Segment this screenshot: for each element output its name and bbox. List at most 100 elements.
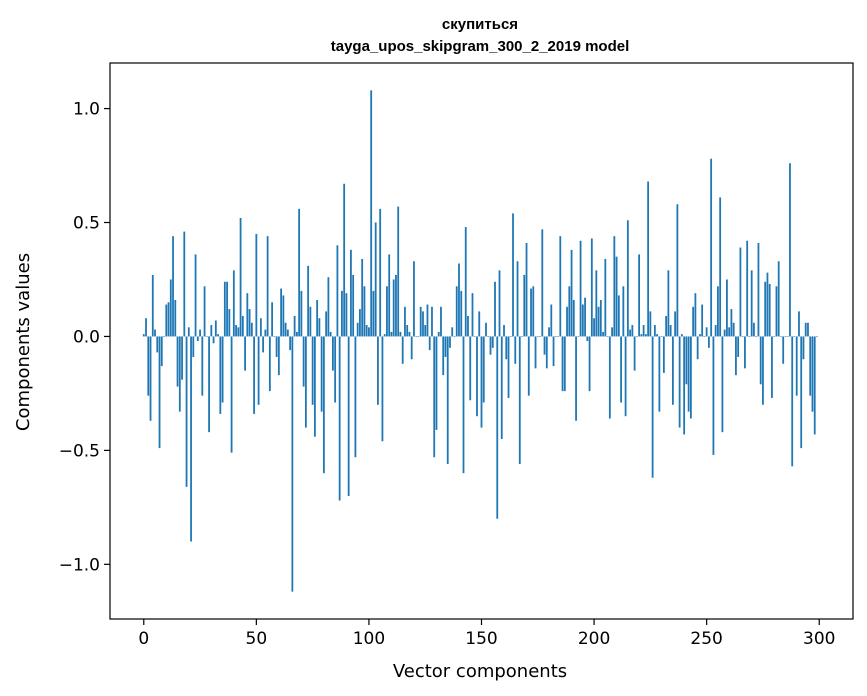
bar-24 bbox=[196, 336, 199, 341]
bar-169 bbox=[523, 274, 526, 337]
bar-43 bbox=[239, 217, 242, 337]
bar-294 bbox=[804, 322, 807, 337]
x-tick-label-250: 250 bbox=[690, 629, 722, 649]
bar-222 bbox=[642, 325, 645, 337]
bar-298 bbox=[813, 336, 816, 435]
bar-248 bbox=[701, 304, 704, 337]
bar-64 bbox=[286, 329, 289, 337]
bar-186 bbox=[561, 336, 564, 392]
bar-215 bbox=[626, 220, 629, 337]
bar-2 bbox=[147, 336, 150, 396]
bar-107 bbox=[383, 334, 386, 337]
bar-125 bbox=[424, 325, 427, 337]
bar-23 bbox=[194, 254, 197, 337]
bar-205 bbox=[604, 258, 607, 337]
bar-226 bbox=[651, 336, 654, 478]
bar-89 bbox=[343, 183, 346, 337]
bar-154 bbox=[489, 336, 492, 355]
bar-190 bbox=[570, 249, 573, 337]
bar-44 bbox=[241, 315, 244, 337]
bar-148 bbox=[476, 336, 478, 417]
bar-291 bbox=[798, 311, 800, 337]
bar-173 bbox=[532, 286, 535, 337]
bar-131 bbox=[437, 331, 440, 337]
x-tick-label-100: 100 bbox=[353, 629, 385, 649]
bar-269 bbox=[748, 336, 751, 338]
bar-167 bbox=[518, 336, 521, 465]
bar-242 bbox=[687, 336, 690, 412]
bar-78 bbox=[318, 318, 321, 337]
bar-256 bbox=[719, 197, 722, 337]
bar-65 bbox=[289, 336, 292, 351]
bar-267 bbox=[744, 336, 746, 369]
bar-233 bbox=[667, 270, 670, 337]
bar-276 bbox=[764, 281, 767, 337]
bar-168 bbox=[521, 336, 523, 338]
bar-82 bbox=[327, 277, 330, 337]
bar-134 bbox=[444, 336, 447, 357]
bar-116 bbox=[404, 306, 406, 337]
bar-241 bbox=[685, 336, 688, 385]
bar-73 bbox=[307, 265, 310, 337]
bar-51 bbox=[257, 336, 260, 405]
bar-152 bbox=[485, 322, 487, 337]
bar-87 bbox=[338, 336, 341, 501]
bar-296 bbox=[809, 336, 812, 396]
bar-201 bbox=[595, 270, 598, 337]
bar-92 bbox=[350, 249, 352, 337]
bar-71 bbox=[302, 336, 305, 387]
bar-25 bbox=[199, 329, 201, 337]
bar-236 bbox=[674, 311, 677, 337]
bar-212 bbox=[620, 336, 622, 403]
bar-1 bbox=[145, 318, 147, 337]
bar-204 bbox=[602, 331, 604, 337]
bar-50 bbox=[255, 233, 258, 337]
bar-79 bbox=[320, 336, 323, 412]
bar-261 bbox=[730, 309, 733, 337]
bar-54 bbox=[264, 329, 267, 337]
bar-176 bbox=[539, 336, 541, 338]
bar-93 bbox=[352, 274, 355, 337]
bar-38 bbox=[228, 309, 231, 337]
y-axis-ticks: −1.0 −0.5 0.0 0.5 1.0 bbox=[59, 100, 110, 575]
bar-274 bbox=[759, 336, 762, 385]
bar-67 bbox=[293, 315, 296, 337]
bar-0 bbox=[142, 334, 145, 337]
bar-163 bbox=[509, 336, 512, 338]
bar-246 bbox=[696, 336, 699, 360]
bar-9 bbox=[163, 336, 165, 338]
bar-133 bbox=[442, 336, 445, 376]
bar-210 bbox=[615, 256, 618, 337]
bar-234 bbox=[669, 325, 672, 337]
bar-120 bbox=[413, 261, 415, 337]
bar-271 bbox=[753, 322, 755, 337]
bar-17 bbox=[181, 336, 183, 380]
bar-58 bbox=[273, 336, 276, 338]
bar-83 bbox=[329, 331, 332, 337]
bar-98 bbox=[363, 286, 366, 337]
bar-145 bbox=[469, 336, 472, 401]
bar-240 bbox=[683, 336, 686, 435]
bar-174 bbox=[534, 336, 537, 369]
bar-287 bbox=[789, 163, 791, 337]
bar-28 bbox=[205, 336, 208, 338]
bar-213 bbox=[622, 286, 625, 337]
bar-35 bbox=[221, 336, 224, 403]
bar-40 bbox=[232, 270, 235, 337]
bar-225 bbox=[649, 311, 652, 337]
bar-146 bbox=[471, 293, 474, 337]
bar-251 bbox=[708, 336, 710, 348]
bar-75 bbox=[311, 336, 314, 405]
bar-273 bbox=[757, 243, 760, 337]
bar-99 bbox=[365, 325, 368, 337]
bar-63 bbox=[284, 322, 287, 337]
bar-8 bbox=[160, 336, 163, 367]
bar-111 bbox=[392, 279, 395, 337]
bar-239 bbox=[680, 334, 683, 337]
bar-197 bbox=[586, 336, 589, 341]
bar-228 bbox=[656, 334, 659, 337]
bar-165 bbox=[514, 336, 517, 364]
bar-191 bbox=[572, 299, 575, 337]
bar-158 bbox=[498, 270, 501, 337]
bar-249 bbox=[703, 336, 706, 338]
